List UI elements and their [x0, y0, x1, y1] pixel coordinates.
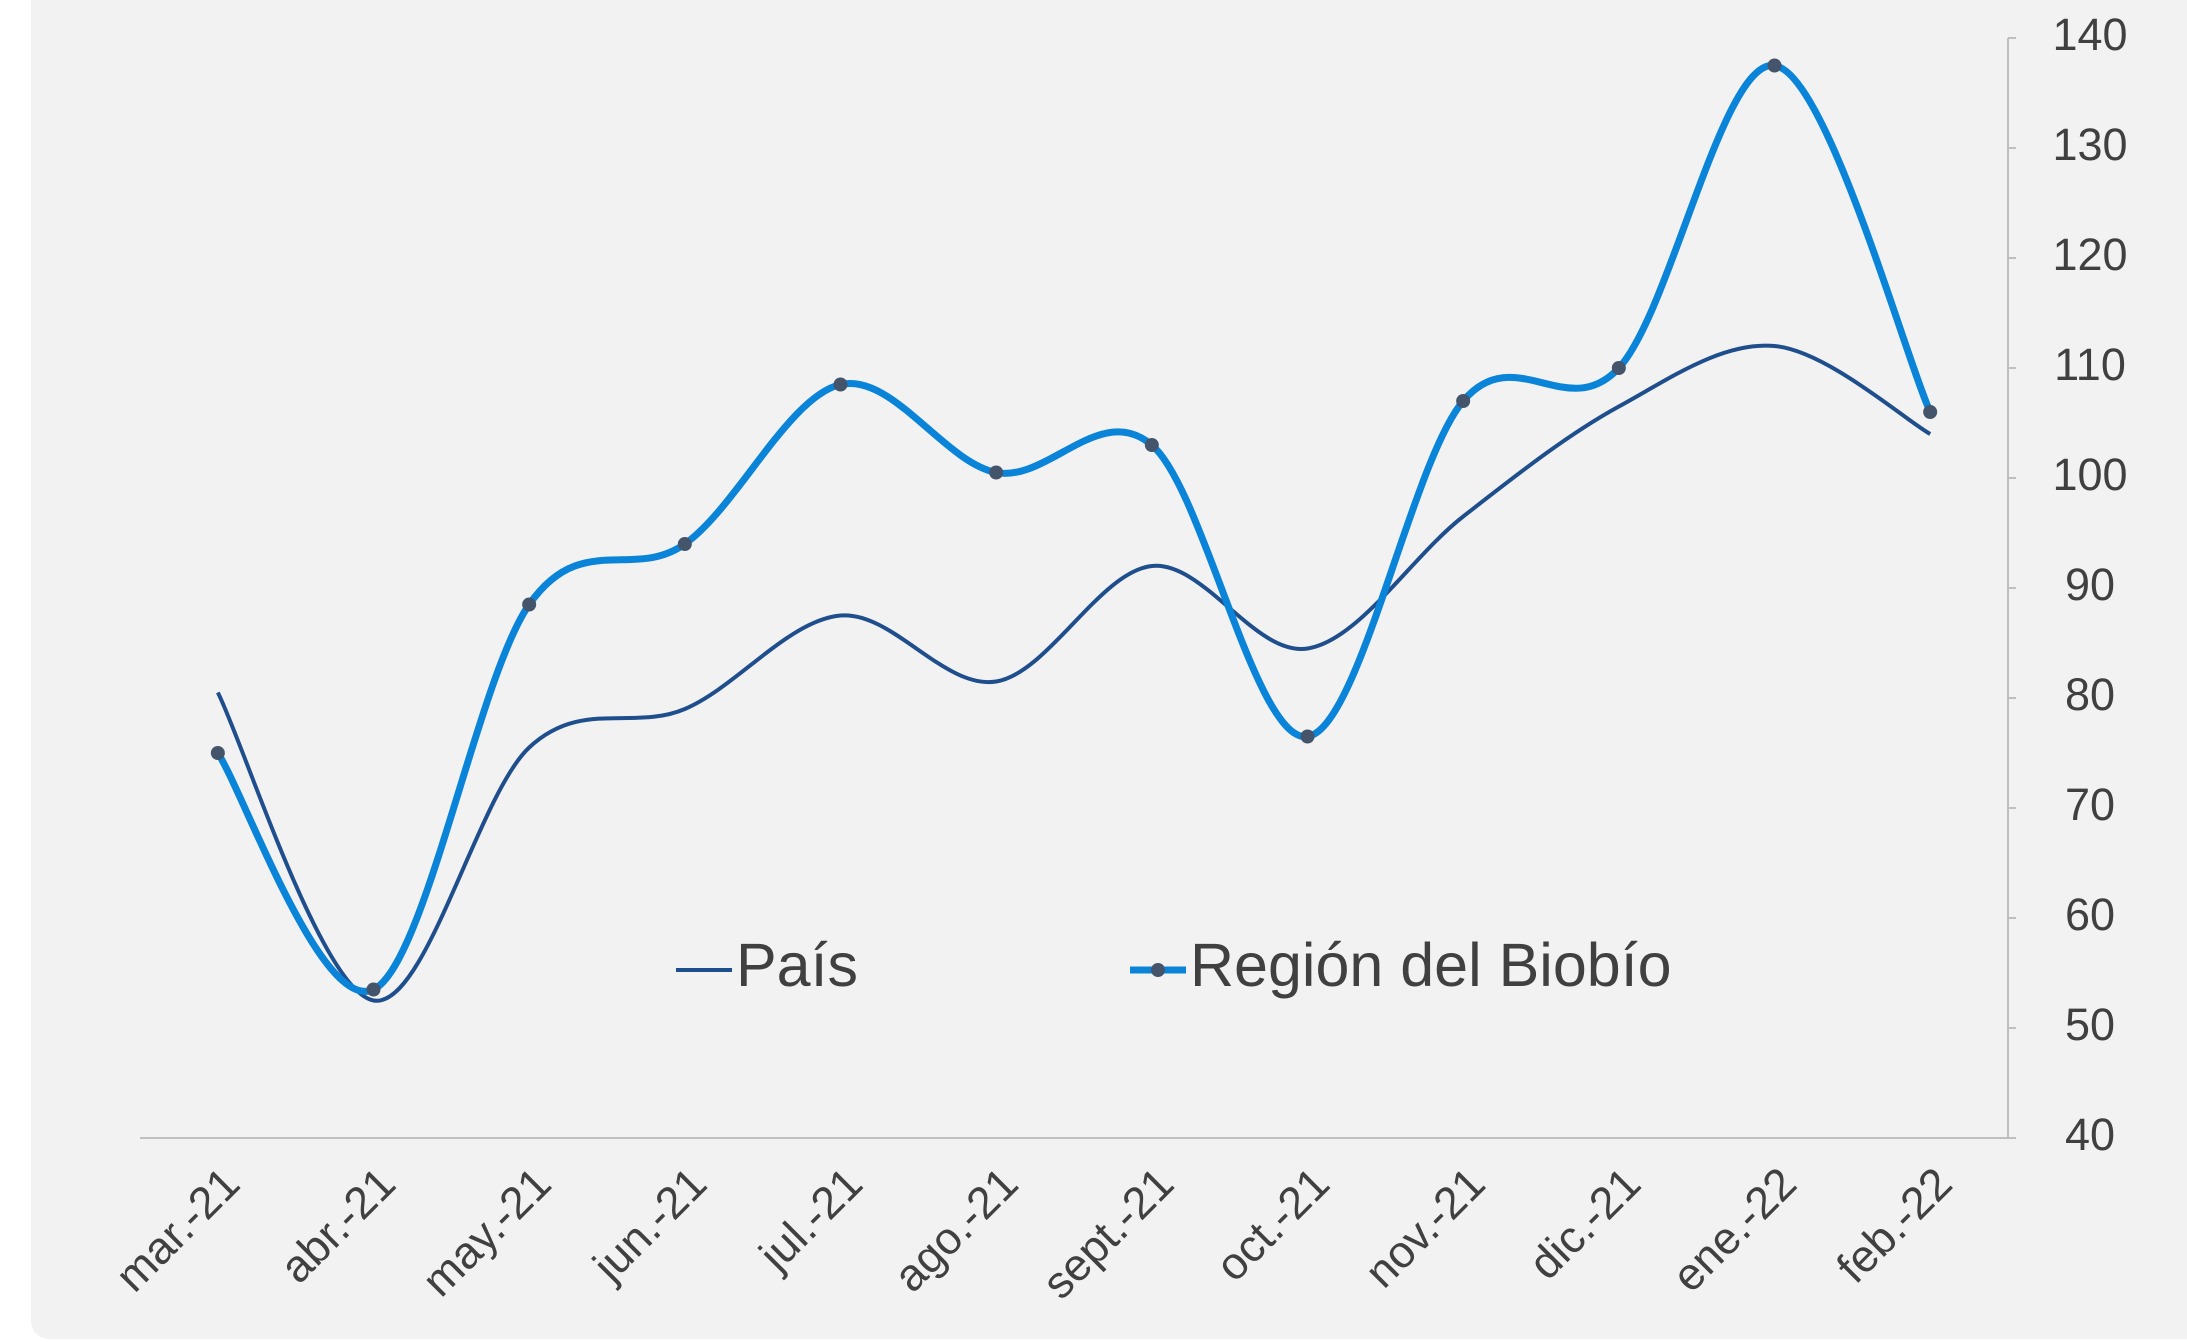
y-tick-label: 70 [2065, 779, 2115, 830]
y-tick-label: 60 [2065, 889, 2115, 940]
marker [522, 597, 537, 612]
y-tick-label: 40 [2065, 1109, 2115, 1160]
marker [677, 537, 692, 551]
legend-label: Región del Biobío [1190, 931, 1672, 999]
marker [1144, 438, 1159, 452]
y-tick-label: 80 [2065, 669, 2115, 720]
y-tick-label: 50 [2065, 999, 2115, 1050]
y-tick-label: 110 [2054, 339, 2126, 390]
marker [1300, 729, 1315, 744]
marker [1456, 394, 1471, 408]
marker [1923, 405, 1938, 419]
marker [210, 746, 225, 760]
plot-background [31, 0, 2187, 1339]
marker [1767, 58, 1782, 73]
y-tick-label: 90 [2065, 559, 2115, 610]
y-tick-label: 140 [2052, 9, 2127, 60]
y-tick-label: 130 [2052, 119, 2127, 170]
legend-marker [1151, 963, 1165, 977]
y-tick-label: 100 [2052, 449, 2127, 500]
y-tick-label: 120 [2052, 229, 2127, 280]
marker [989, 465, 1004, 480]
series-line [214, 61, 1934, 995]
legend-label: País [736, 931, 858, 999]
marker [833, 377, 848, 392]
series-line [216, 343, 1932, 1003]
marker [1611, 361, 1626, 375]
marker [366, 982, 381, 997]
